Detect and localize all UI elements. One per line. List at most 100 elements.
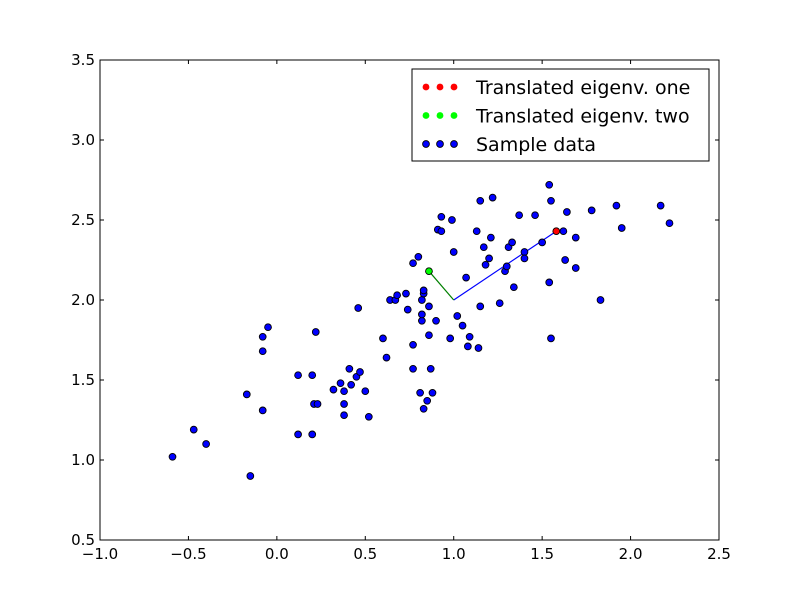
- sample-data-point: [446, 334, 455, 343]
- sample-data-point: [472, 227, 481, 236]
- legend-marker: [436, 140, 444, 148]
- sample-data-point: [545, 180, 554, 189]
- y-tick-label: 3.0: [71, 131, 95, 149]
- y-tick-label: 2.5: [71, 211, 95, 229]
- sample-data-point: [587, 206, 596, 215]
- x-tick-label: 2.5: [707, 545, 731, 563]
- sample-data-point: [294, 430, 302, 439]
- sample-data-point: [354, 304, 363, 312]
- sample-data-point: [336, 379, 345, 388]
- sample-data-point: [464, 342, 472, 351]
- x-tick-label: 0.5: [353, 545, 377, 563]
- sample-data-point: [418, 316, 426, 325]
- legend-label: Translated eigenv. one: [475, 77, 690, 99]
- sample-data-point: [258, 332, 267, 341]
- sample-data-point: [487, 233, 495, 242]
- sample-data-point: [402, 289, 410, 298]
- sample-data-point: [462, 273, 470, 282]
- x-tick-label: 2.0: [619, 545, 643, 563]
- sample-data-point: [419, 404, 428, 413]
- x-tick-label: 0.0: [265, 545, 289, 563]
- legend-marker: [450, 83, 458, 91]
- sample-data-point: [428, 388, 437, 397]
- x-tick-label: 1.5: [530, 545, 554, 563]
- sample-data-point: [547, 196, 555, 205]
- sample-data-point: [382, 353, 391, 362]
- sample-data-point: [347, 380, 355, 389]
- legend-marker: [422, 83, 430, 91]
- sample-data-point: [423, 396, 432, 405]
- sample-data-point: [356, 368, 364, 376]
- sample-data-point: [414, 252, 423, 261]
- sample-data-point: [379, 334, 387, 343]
- x-tick-label: 1.0: [442, 545, 466, 563]
- sample-data-point: [432, 316, 440, 325]
- sample-data-point: [258, 347, 267, 356]
- sample-data-point: [242, 390, 251, 399]
- y-tick-label: 0.5: [71, 531, 95, 549]
- sample-data-point: [202, 440, 210, 448]
- sample-data-point: [393, 291, 401, 300]
- sample-data-point: [495, 299, 504, 308]
- sample-data-point: [313, 400, 322, 408]
- sample-data-point: [458, 321, 467, 330]
- sample-data-point: [596, 296, 605, 304]
- sample-data-point: [340, 411, 348, 420]
- sample-data-point: [264, 323, 272, 332]
- y-tick-label: 1.5: [71, 371, 95, 389]
- x-tick-label: −0.5: [170, 545, 206, 563]
- sample-data-point: [403, 305, 412, 314]
- sample-data-point: [563, 208, 571, 216]
- sample-data-point: [189, 425, 198, 434]
- sample-data-point: [448, 216, 456, 224]
- sample-data-point: [409, 340, 417, 349]
- sample-data-point: [364, 412, 373, 421]
- y-tick-label: 2.0: [71, 291, 95, 309]
- sample-data-point: [308, 430, 317, 439]
- legend-label: Sample data: [476, 134, 596, 156]
- legend-marker: [436, 112, 444, 119]
- legend-marker: [450, 140, 458, 148]
- sample-data-point: [571, 233, 580, 242]
- sample-data-point: [656, 201, 665, 210]
- legend-box: [411, 68, 710, 162]
- sample-data-point: [481, 260, 490, 269]
- sample-data-point: [419, 286, 428, 295]
- sample-data-point: [418, 310, 426, 319]
- y-tick-label: 1.0: [71, 451, 95, 469]
- sample-data-point: [308, 371, 317, 380]
- sample-data-point: [538, 238, 546, 247]
- plot-frame: [99, 59, 720, 541]
- sample-data-point: [258, 406, 267, 415]
- sample-data-point: [416, 388, 424, 397]
- sample-data-point: [340, 400, 348, 408]
- sample-data-point: [329, 385, 338, 394]
- data-points: [168, 180, 674, 480]
- sample-data-point: [425, 331, 433, 340]
- legend-marker: [450, 112, 458, 119]
- sample-data-point: [520, 248, 529, 256]
- sample-data-point: [561, 256, 569, 264]
- sample-data-point: [437, 227, 446, 236]
- axis-ticks: −1.0 −0.5 0.0 0.5 1.0 1.5 2.0 2.5 0.5 1.0 1.5 2.0 2.…: [71, 51, 731, 563]
- sample-data-point: [559, 227, 568, 236]
- sample-data-point: [437, 212, 446, 221]
- sample-data-point: [479, 243, 488, 252]
- sample-data-point: [617, 224, 626, 232]
- sample-data-point: [426, 364, 435, 373]
- eigenvector-one-point: [552, 227, 561, 236]
- sample-data-point: [571, 264, 580, 272]
- sample-data-point: [545, 278, 554, 287]
- legend-marker: [422, 140, 430, 148]
- sample-data-point: [476, 196, 485, 205]
- sample-data-point: [449, 248, 458, 256]
- sample-data-point: [168, 452, 177, 461]
- sample-data-point: [485, 254, 493, 263]
- sample-data-point: [502, 262, 511, 271]
- legend: Translated eigenv. one Translated eigenv.…: [411, 68, 710, 162]
- sample-data-point: [361, 387, 370, 396]
- sample-data-point: [418, 296, 426, 304]
- sample-data-point: [509, 283, 518, 292]
- sample-data-point: [294, 371, 302, 380]
